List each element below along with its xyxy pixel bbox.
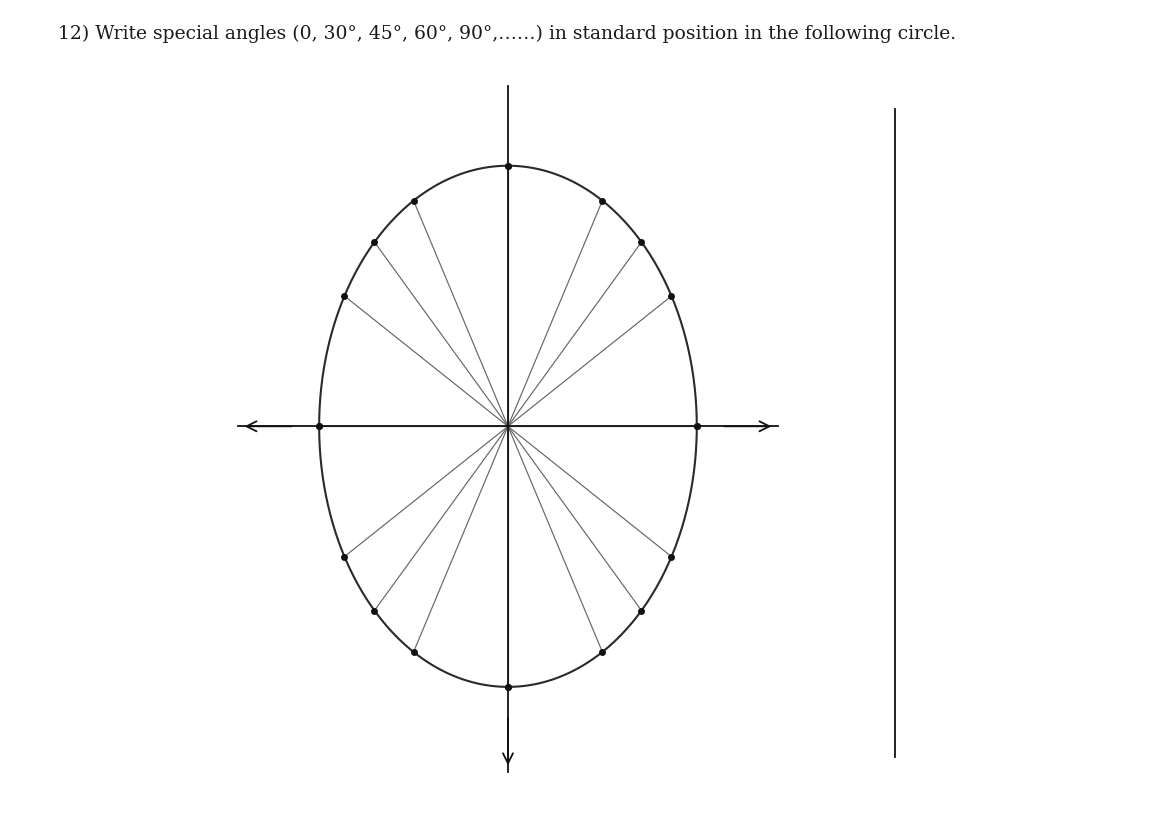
Text: 12) Write special angles (0, 30°, 45°, 60°, 90°,……) in standard position in the : 12) Write special angles (0, 30°, 45°, 6…: [58, 25, 957, 43]
